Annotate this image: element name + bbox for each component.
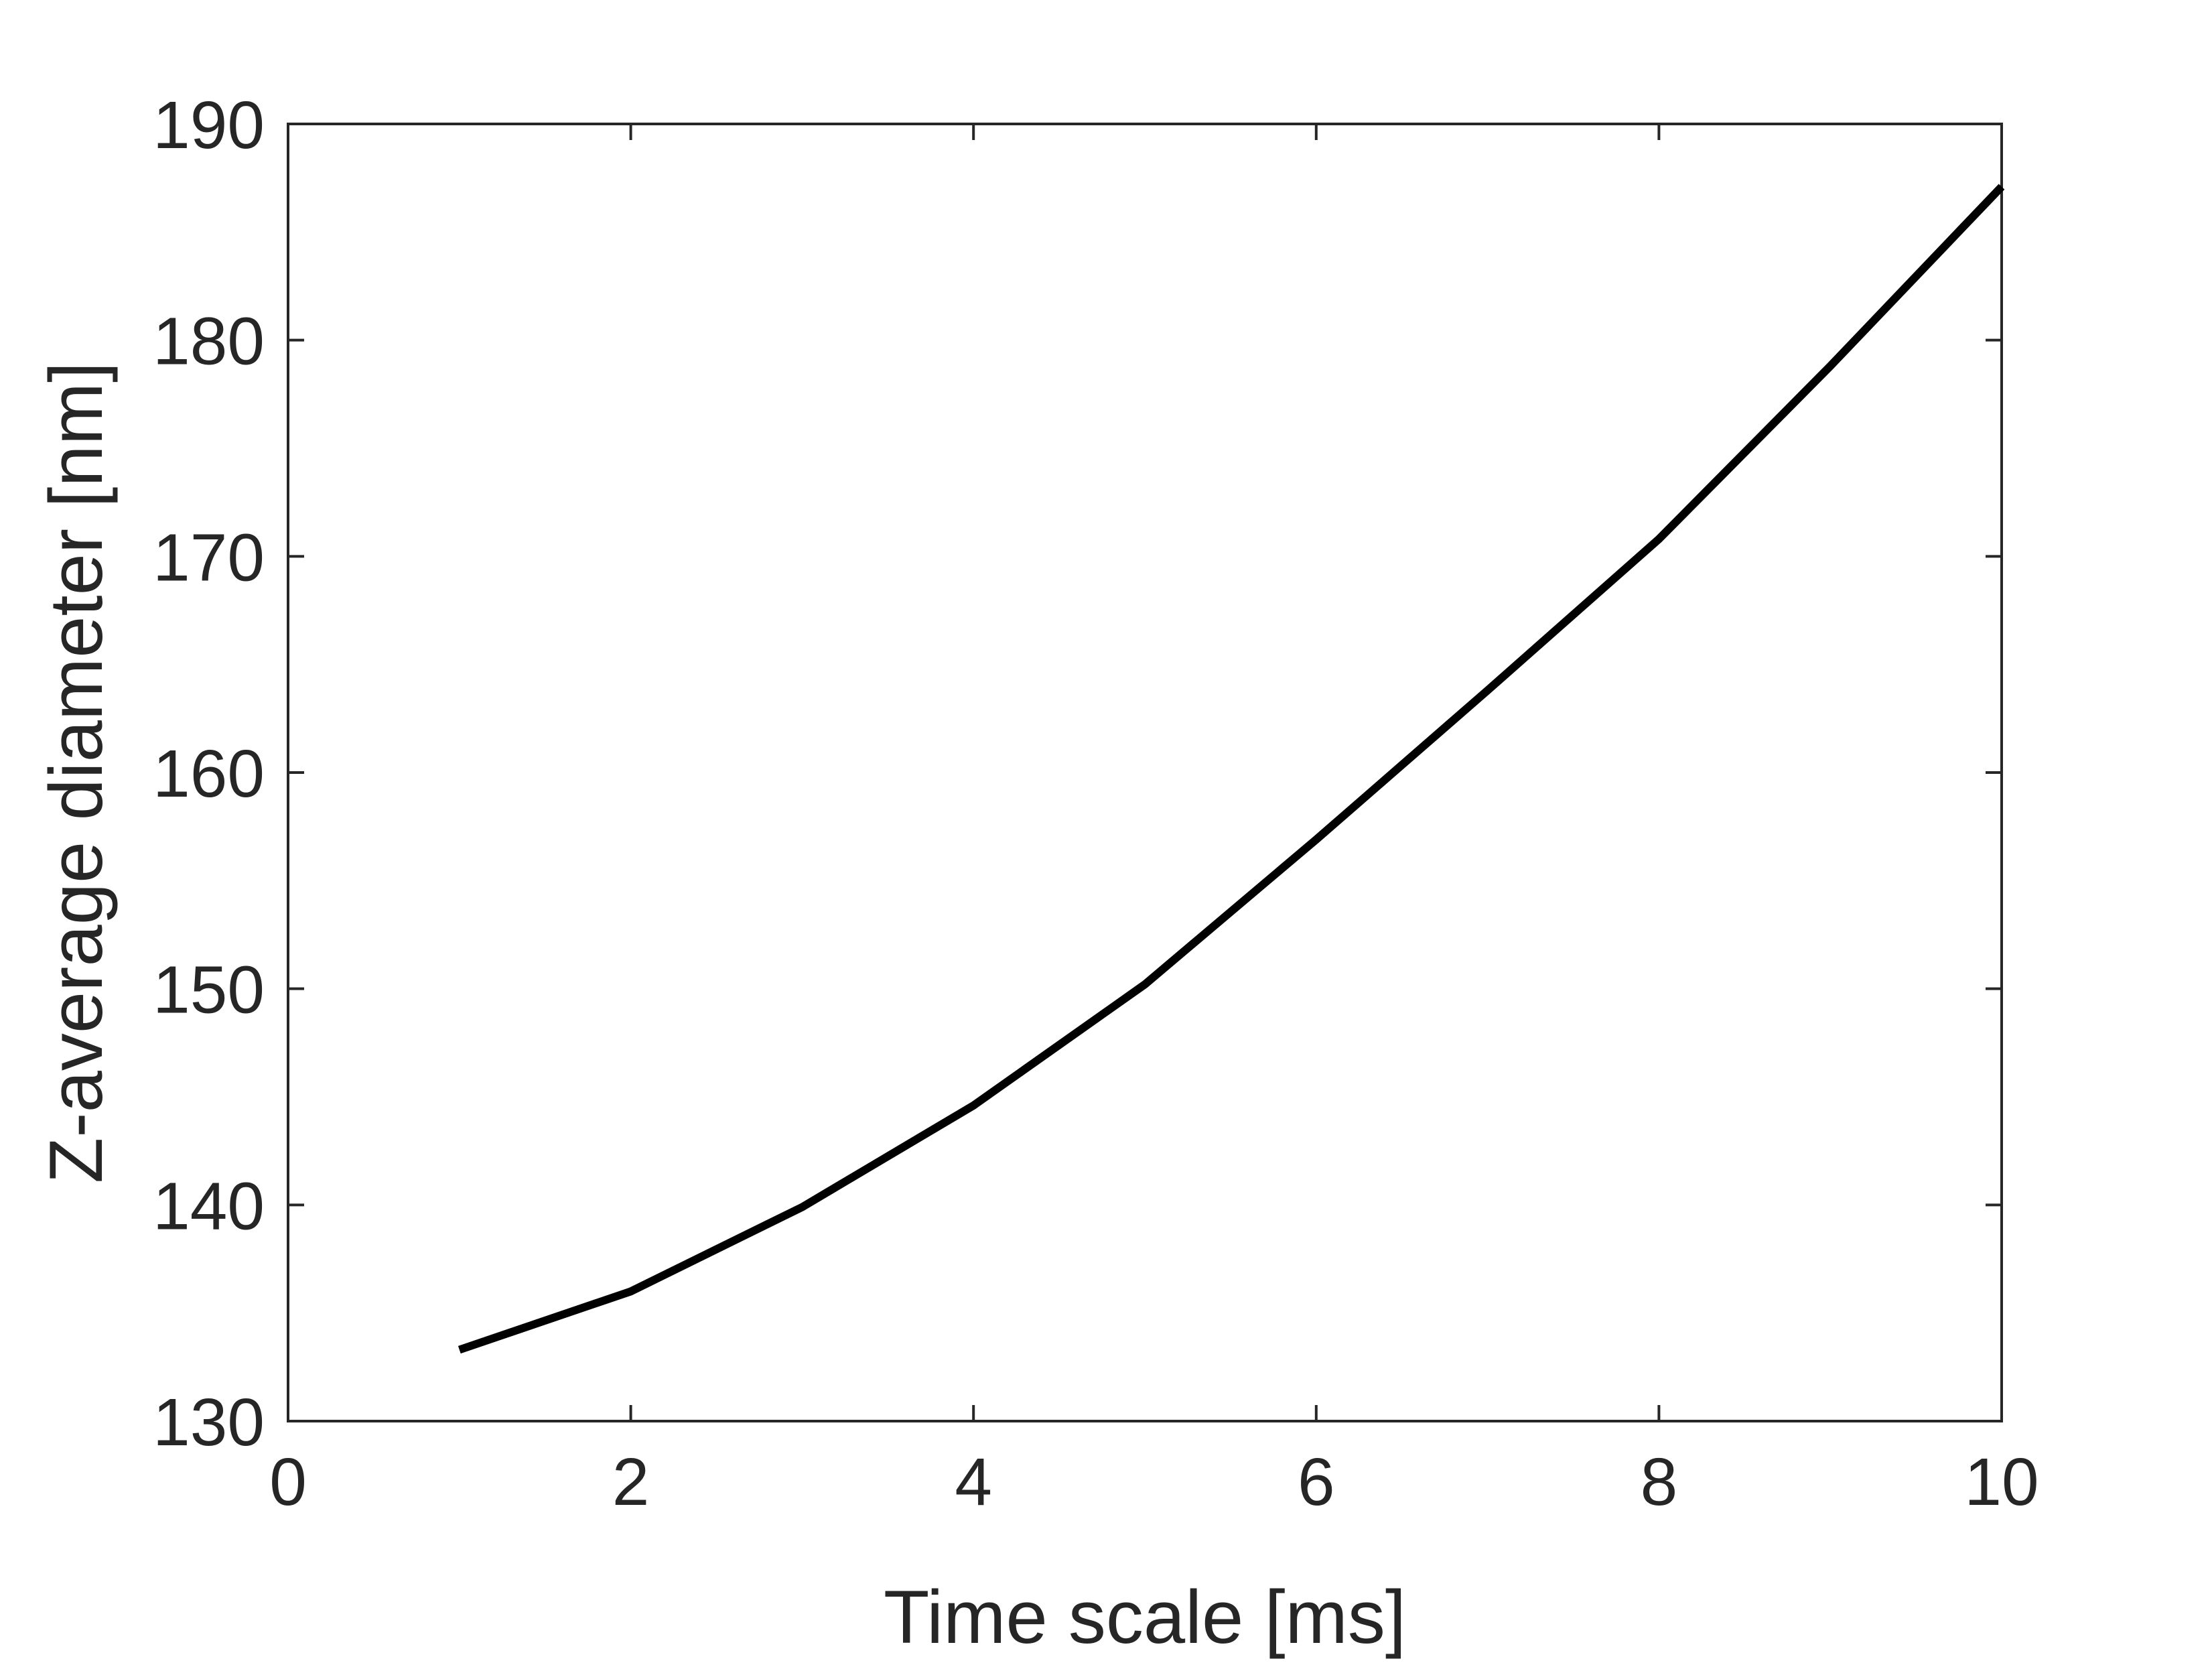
y-tick-label: 150 [153, 953, 265, 1028]
series-line [458, 184, 2005, 1354]
y-tick-label: 180 [153, 304, 265, 379]
y-axis: 130 140 150 160 170 180 190 [153, 88, 2002, 1460]
x-axis: 0 2 4 6 8 10 [269, 124, 2039, 1520]
y-axis-label: Z-average diameter [nm] [34, 362, 118, 1183]
x-tick-label: 4 [955, 1445, 992, 1520]
series-layer [458, 184, 2005, 1354]
x-tick-label: 0 [269, 1445, 307, 1520]
y-tick-label: 140 [153, 1169, 265, 1244]
x-tick-label: 10 [1964, 1445, 2038, 1520]
x-axis-label: Time scale [ms] [884, 1575, 1406, 1659]
x-tick-label: 2 [612, 1445, 650, 1520]
y-tick-label: 190 [153, 88, 265, 163]
y-tick-label: 170 [153, 520, 265, 595]
x-tick-label: 8 [1641, 1445, 1678, 1520]
x-tick-label: 6 [1298, 1445, 1335, 1520]
y-tick-label: 130 [153, 1385, 265, 1460]
y-tick-label: 160 [153, 736, 265, 811]
